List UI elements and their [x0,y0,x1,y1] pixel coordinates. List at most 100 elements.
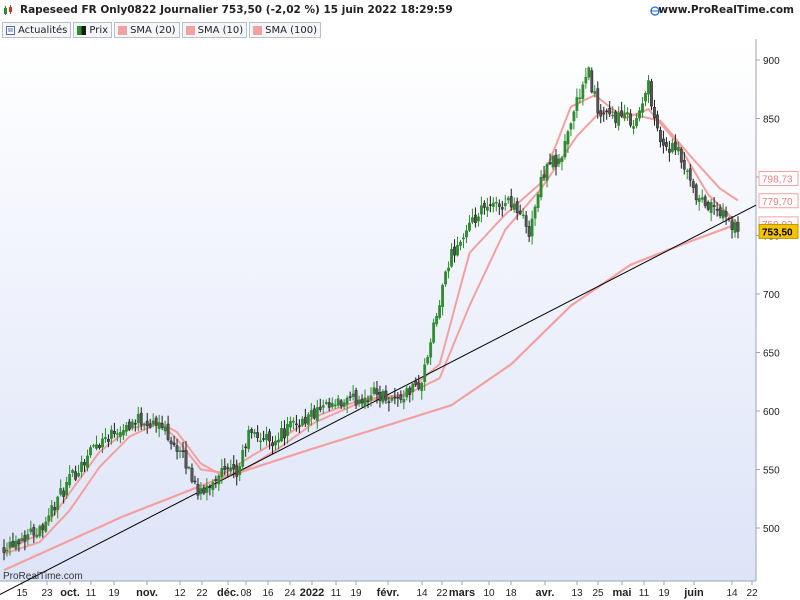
candle-body [202,487,206,494]
candle-body [50,505,54,517]
x-tick-label: 11 [331,588,342,599]
brand-link[interactable]: www.ProRealTime.com [658,4,794,16]
candle-body [500,207,504,210]
candle-body [354,390,358,406]
candle-body [300,418,304,426]
candle-body [706,202,710,210]
candle-body [136,413,140,424]
candle-body [280,427,283,442]
legend-sma10[interactable]: SMA (10) [181,22,248,38]
candle-body [569,123,573,130]
candle-body [17,539,21,545]
x-tick-label: 19 [350,588,362,599]
candle-body [101,438,104,448]
candle-body [292,420,295,423]
candle-body [232,464,236,470]
candle-body [664,142,668,147]
candle-body [312,408,316,419]
legend-sma20[interactable]: SMA (20) [114,22,180,38]
candle-body [518,210,522,214]
candle-body [47,515,51,522]
candle-body [217,475,221,485]
candle-body [283,428,286,439]
candle-body [730,220,734,230]
sma-price-tag [758,193,799,209]
candle-body [721,209,725,219]
x-tick-label: 24 [284,588,296,599]
legend-sma100[interactable]: SMA (100) [249,22,322,38]
candle-body [650,81,653,107]
candle-body [256,432,260,438]
x-tick-label: 10 [483,588,495,599]
candle-body [697,198,701,203]
candle-body [491,202,495,207]
candle-body [566,131,570,145]
candle-body [309,410,313,417]
y-tick-label: 700 [763,290,780,301]
candle-body [402,398,406,403]
candle-body [229,467,233,472]
candle-body [95,444,98,449]
candle-body [115,433,119,435]
candle-body [318,406,322,410]
candle-body [154,417,158,426]
candle-body [512,203,516,210]
candle-body [390,397,394,401]
candle-body [223,466,227,470]
candle-body [65,482,69,496]
candle-body [617,112,621,126]
x-tick-label: 22 [746,588,758,599]
candle-body [468,222,471,231]
candle-body [387,401,391,404]
candle-body [83,462,86,466]
candle-body [548,162,552,165]
x-tick-label: 12 [174,588,186,599]
candle-body [80,461,83,472]
candle-body [667,148,671,153]
candle-body [477,216,480,222]
candle-body [366,400,370,403]
candle-body [682,159,686,170]
legend-price[interactable]: Prix [73,22,113,38]
candle-body [578,97,582,99]
candle-body [659,129,662,143]
candle-body [271,442,274,447]
candle-body [241,450,245,467]
price-swatch-icon [77,25,87,35]
x-tick-label: 18 [505,588,517,599]
candle-body [593,91,597,94]
candle-body [295,423,298,426]
candle-body [74,471,78,480]
candle-body [608,108,612,115]
candle-body [268,431,271,442]
candle-body [426,357,430,364]
candle-body [348,396,352,398]
candle-body [635,117,638,127]
candle-body [175,445,179,452]
candle-body [545,164,549,181]
candle-body [414,380,418,385]
x-tick-label: 16 [262,588,274,599]
candle-body [286,424,289,436]
candle-body [700,197,704,200]
candle-body [662,138,665,146]
x-tick-label: 13 [571,588,583,599]
candle-body [274,440,277,446]
candle-body [360,399,364,404]
candle-body [265,433,268,441]
candle-body [572,111,576,122]
refresh-button[interactable]: Actualités [2,22,72,38]
candle-body [277,439,280,443]
candle-body [620,110,624,117]
candle-body [611,114,615,117]
candle-body [590,70,594,93]
candle-body [423,364,427,382]
candle-body [724,211,728,217]
candle-body [506,197,510,201]
candle-body [551,155,555,168]
candle-body [497,203,501,207]
candle-body [133,422,137,425]
x-tick-label: 08 [240,588,252,599]
